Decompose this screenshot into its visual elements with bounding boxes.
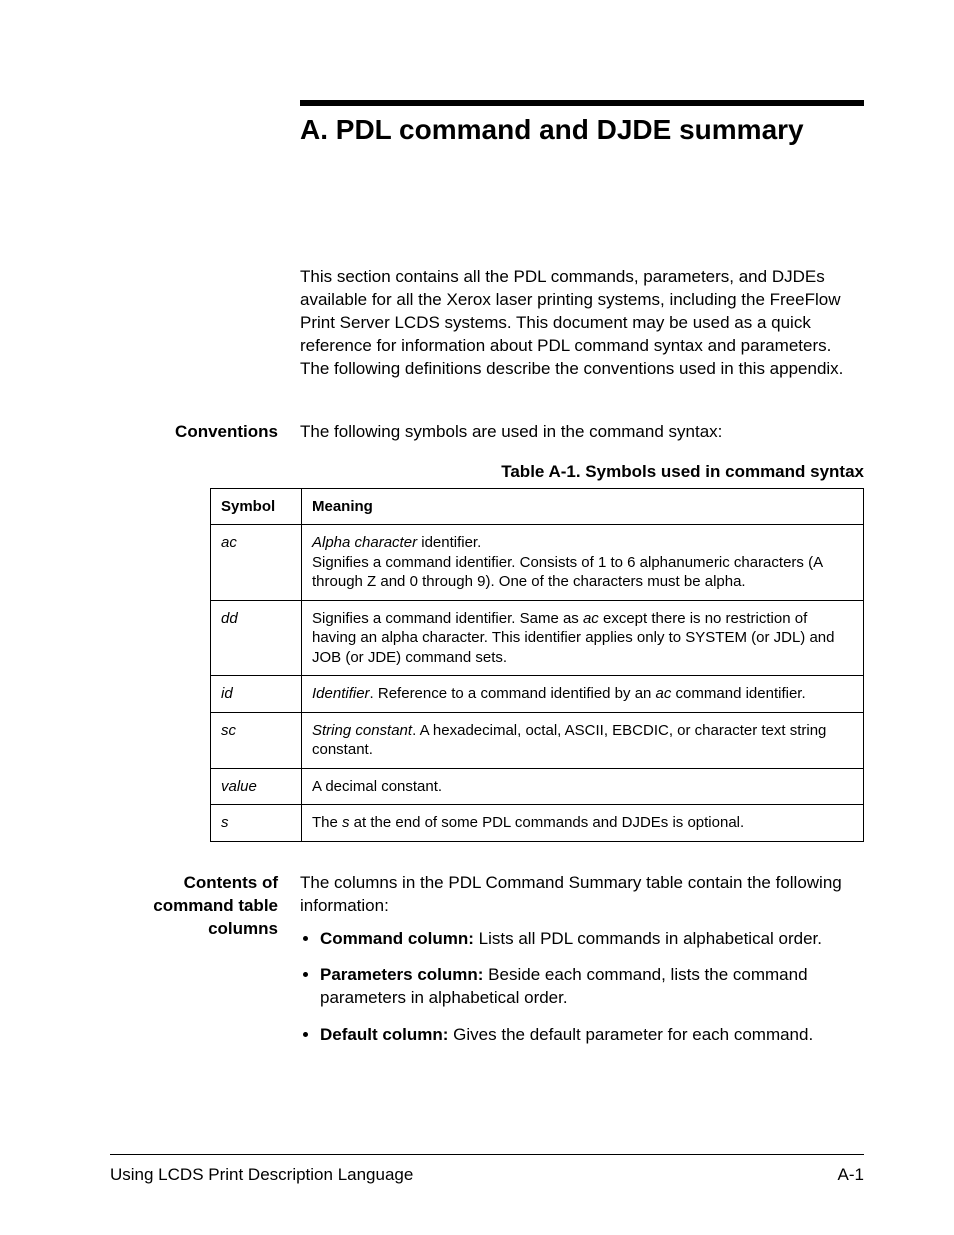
table-row: sc String constant. A hexadecimal, octal… bbox=[211, 712, 864, 768]
list-item: Command column: Lists all PDL commands i… bbox=[320, 928, 864, 951]
symbol-cell: ac bbox=[211, 525, 302, 601]
meaning-cell: Identifier. Reference to a command ident… bbox=[302, 676, 864, 713]
table-row: dd Signifies a command identifier. Same … bbox=[211, 600, 864, 676]
footer-left: Using LCDS Print Description Language bbox=[110, 1165, 413, 1185]
contents-body: The columns in the PDL Command Summary t… bbox=[300, 872, 864, 1062]
table-row: id Identifier. Reference to a command id… bbox=[211, 676, 864, 713]
appendix-title: A. PDL command and DJDE summary bbox=[300, 114, 864, 146]
conventions-label: Conventions bbox=[110, 421, 300, 444]
symbol-cell: dd bbox=[211, 600, 302, 676]
table-header-row: Symbol Meaning bbox=[211, 488, 864, 525]
symbol-cell: id bbox=[211, 676, 302, 713]
list-item: Parameters column: Beside each command, … bbox=[320, 964, 864, 1010]
list-item: Default column: Gives the default parame… bbox=[320, 1024, 864, 1047]
conventions-text: The following symbols are used in the co… bbox=[300, 421, 864, 444]
footer-right: A-1 bbox=[838, 1165, 864, 1185]
header-meaning: Meaning bbox=[302, 488, 864, 525]
meaning-cell: A decimal constant. bbox=[302, 768, 864, 805]
meaning-cell: Alpha character identifier. Signifies a … bbox=[302, 525, 864, 601]
title-rule bbox=[300, 100, 864, 106]
meaning-cell: The s at the end of some PDL commands an… bbox=[302, 805, 864, 842]
symbol-cell: value bbox=[211, 768, 302, 805]
table-row: ac Alpha character identifier. Signifies… bbox=[211, 525, 864, 601]
table-row: s The s at the end of some PDL commands … bbox=[211, 805, 864, 842]
contents-intro: The columns in the PDL Command Summary t… bbox=[300, 873, 842, 915]
meaning-cell: String constant. A hexadecimal, octal, A… bbox=[302, 712, 864, 768]
meaning-cell: Signifies a command identifier. Same as … bbox=[302, 600, 864, 676]
table-row: value A decimal constant. bbox=[211, 768, 864, 805]
intro-paragraph: This section contains all the PDL comman… bbox=[300, 266, 864, 381]
symbol-cell: s bbox=[211, 805, 302, 842]
page-footer: Using LCDS Print Description Language A-… bbox=[110, 1154, 864, 1185]
contents-label: Contents of command table columns bbox=[110, 872, 300, 941]
header-symbol: Symbol bbox=[211, 488, 302, 525]
symbols-table: Symbol Meaning ac Alpha character identi… bbox=[210, 488, 864, 842]
symbol-cell: sc bbox=[211, 712, 302, 768]
table-caption: Table A-1. Symbols used in command synta… bbox=[210, 462, 864, 482]
contents-bullet-list: Command column: Lists all PDL commands i… bbox=[300, 928, 864, 1048]
